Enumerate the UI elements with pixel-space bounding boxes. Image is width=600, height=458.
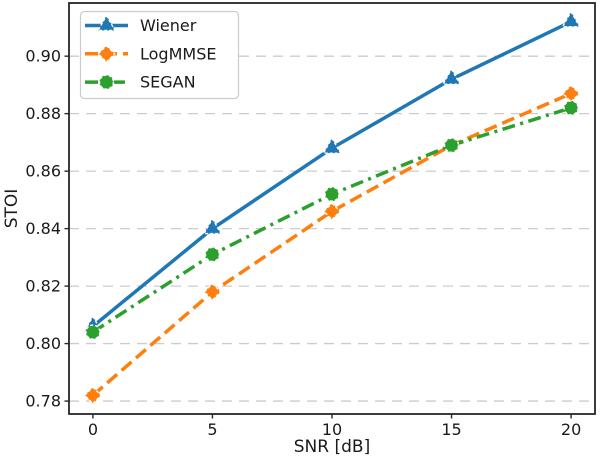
data-point-segan-snr20 xyxy=(563,100,579,116)
legend-marker-wiener xyxy=(96,14,117,32)
legend: Wiener LogMMSE SEGAN xyxy=(79,10,240,100)
legend-label-segan: SEGAN xyxy=(140,73,196,92)
y-tick-label-0.84: 0.84 xyxy=(25,219,61,238)
y-tick-label-0.82: 0.82 xyxy=(25,277,61,296)
y-tick-label-0.88: 0.88 xyxy=(25,104,61,123)
data-point-logmmse-snr10 xyxy=(322,202,342,221)
data-point-logmmse-snr0 xyxy=(83,386,103,405)
data-point-wiener-snr20 xyxy=(561,10,581,28)
data-point-logmmse-snr5 xyxy=(203,282,222,302)
y-tick-label-0.90: 0.90 xyxy=(25,47,61,66)
legend-label-wiener: Wiener xyxy=(140,16,197,35)
legend-marker-logmmse xyxy=(97,44,116,63)
y-tick-label-0.86: 0.86 xyxy=(25,162,61,181)
data-point-wiener-snr5 xyxy=(202,217,223,235)
axes-layer: 0 5 10 15 20 0.78 0.80 0.82 0.84 0.86 0.88 0.90 xyxy=(25,2,596,439)
legend-item-wiener: Wiener xyxy=(85,14,197,35)
legend-item-logmmse: LogMMSE xyxy=(85,44,216,63)
y-tick-label-0.80: 0.80 xyxy=(25,334,61,353)
legend-box xyxy=(79,10,240,100)
data-point-wiener-snr10 xyxy=(322,136,342,154)
x-axis-label: SNR [dB] xyxy=(294,437,370,457)
legend-label-logmmse: LogMMSE xyxy=(140,44,216,63)
data-point-segan-snr0 xyxy=(85,324,101,340)
grid-layer xyxy=(69,55,595,402)
x-tick-label-15: 15 xyxy=(441,420,461,439)
data-point-segan-snr5 xyxy=(204,246,221,263)
y-tick-label-0.78: 0.78 xyxy=(25,392,61,411)
x-tick-label-10: 10 xyxy=(322,420,342,439)
legend-marker-segan xyxy=(98,74,115,90)
data-point-segan-snr10 xyxy=(324,186,340,202)
x-tick-label-20: 20 xyxy=(561,420,581,439)
x-tick-label-0: 0 xyxy=(88,420,98,439)
x-tick-label-5: 5 xyxy=(207,420,217,439)
data-point-logmmse-snr20 xyxy=(561,84,581,103)
series-layer xyxy=(83,10,581,405)
data-point-segan-snr15 xyxy=(443,137,460,153)
series-line-logmmse xyxy=(91,91,572,397)
legend-item-segan: SEGAN xyxy=(85,73,196,92)
y-axis-label: STOI xyxy=(2,189,22,229)
data-point-wiener-snr15 xyxy=(441,67,462,85)
